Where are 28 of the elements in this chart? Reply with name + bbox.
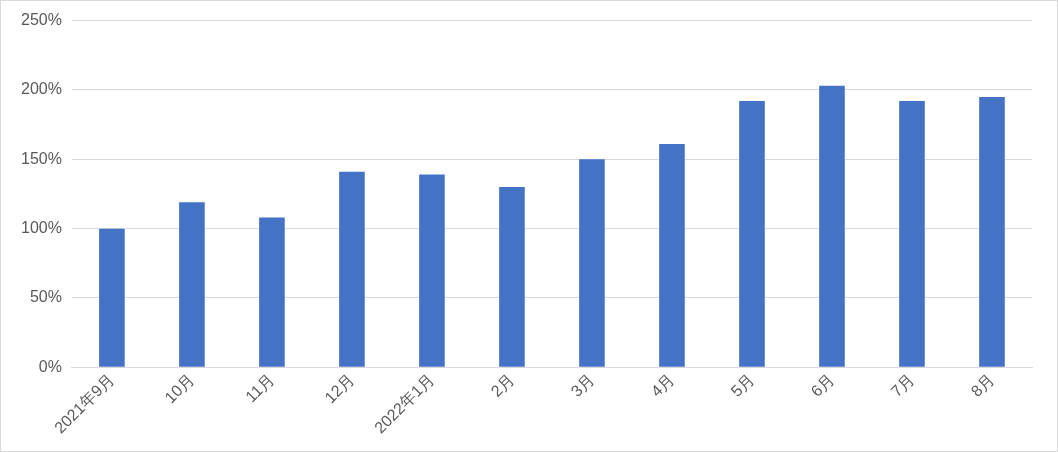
x-tick-label: 4月 [647,370,678,400]
x-tick-label: 11月 [242,370,278,406]
bar [819,85,845,367]
bar [259,217,285,367]
bar [99,228,125,367]
x-tick-label: 12月 [321,370,358,407]
bar [179,202,205,367]
x-tick-label: 3月 [567,370,598,400]
x-tick-label: 6月 [807,370,838,400]
x-tick-label: 10月 [161,370,198,407]
y-tick-label: 100% [21,219,62,237]
y-tick-label: 250% [21,11,62,29]
bar [899,101,925,367]
y-tick-label: 0% [38,357,62,375]
bar [979,96,1005,367]
bar [659,144,685,367]
x-tick-label: 5月 [727,370,758,400]
x-tick-label: 8月 [967,370,998,400]
bar [579,159,605,367]
bar [339,171,365,367]
bar [419,174,445,367]
y-tick-label: 200% [21,80,62,98]
x-tick-label: 7月 [887,370,918,400]
bar [499,187,525,367]
y-tick-label: 50% [29,288,62,306]
bar [739,101,765,367]
x-tick-label: 2月 [487,370,518,400]
y-tick-label: 150% [21,149,62,167]
